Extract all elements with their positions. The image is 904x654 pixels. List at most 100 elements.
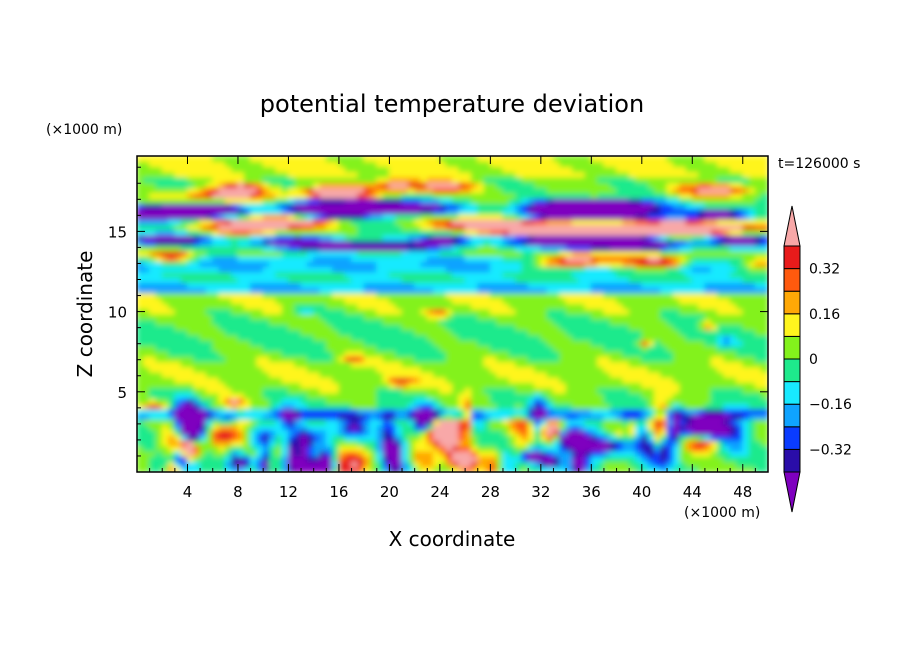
contour-cell (452, 466, 460, 472)
contour-cell (515, 445, 523, 452)
contour-cell (748, 350, 756, 357)
contour-cell (426, 381, 435, 389)
contour-cell (218, 223, 226, 231)
contour-cell (742, 455, 750, 462)
contour-cell (483, 313, 491, 320)
contour-cell (401, 360, 409, 368)
contour-cell (584, 329, 592, 336)
contour-cell (458, 239, 466, 247)
contour-cell (685, 434, 693, 441)
contour-cell (622, 350, 630, 357)
contour-cell (597, 223, 605, 231)
contour-cell (685, 245, 693, 252)
contour-cell (534, 245, 542, 252)
contour-cell (338, 392, 346, 399)
contour-cell (628, 345, 636, 352)
contour-cell (609, 287, 618, 294)
contour-cell (376, 271, 384, 278)
contour-cell (527, 381, 536, 389)
contour-cell (647, 445, 655, 452)
contour-cell (483, 392, 491, 399)
contour-cell (281, 424, 289, 431)
contour-cell (332, 424, 340, 431)
contour-cell (502, 429, 510, 436)
contour-cell (344, 387, 353, 394)
contour-cell (193, 413, 201, 420)
contour-cell (527, 260, 536, 268)
contour-cell (149, 297, 157, 304)
contour-cell (269, 408, 277, 415)
contour-cell (407, 250, 416, 257)
contour-cell (395, 334, 403, 341)
contour-cell (470, 297, 479, 304)
contour-cell (313, 371, 321, 378)
contour-cell (534, 287, 542, 294)
contour-cell (142, 387, 151, 394)
contour-cell (137, 413, 144, 420)
contour-cell (205, 318, 214, 326)
contour-cell (351, 260, 359, 268)
contour-cell (256, 229, 264, 236)
contour-cell (294, 450, 302, 457)
contour-cell (180, 371, 188, 378)
contour-cell (679, 413, 687, 420)
contour-cell (527, 403, 536, 410)
contour-cell (590, 387, 599, 394)
contour-cell (653, 223, 662, 231)
contour-cell (521, 308, 529, 315)
contour-cell (155, 381, 163, 389)
contour-cell (262, 324, 271, 331)
contour-cell (369, 366, 378, 373)
contour-cell (332, 429, 340, 436)
contour-cell (464, 297, 472, 304)
contour-cell (597, 292, 605, 299)
contour-cell (445, 229, 453, 236)
contour-cell (224, 292, 233, 299)
contour-cell (672, 345, 681, 352)
contour-cell (275, 466, 283, 472)
contour-cell (515, 218, 523, 225)
contour-cell (180, 424, 188, 431)
contour-cell (679, 371, 687, 378)
contour-cell (546, 460, 554, 468)
contour-cell (332, 318, 340, 326)
contour-cell (496, 466, 504, 472)
contour-cell (748, 223, 756, 231)
contour-cell (388, 281, 397, 289)
contour-cell (691, 376, 700, 383)
contour-cell (439, 302, 447, 310)
contour-cell (672, 297, 681, 304)
contour-cell (470, 218, 479, 225)
contour-cell (483, 292, 491, 299)
contour-cell (521, 418, 529, 426)
contour-cell (325, 281, 334, 289)
contour-cell (571, 376, 580, 383)
contour-cell (452, 250, 460, 257)
contour-cell (231, 271, 239, 278)
contour-cell (483, 466, 491, 472)
contour-cell (369, 376, 378, 383)
contour-cell (407, 302, 416, 310)
contour-cell (628, 308, 636, 315)
contour-cell (698, 376, 706, 383)
contour-cell (155, 260, 163, 268)
contour-cell (698, 260, 706, 268)
contour-cell (710, 313, 719, 320)
contour-cell (306, 424, 315, 431)
contour-cell (691, 255, 700, 262)
contour-cell (634, 208, 643, 215)
contour-cell (231, 366, 239, 373)
contour-cell (609, 308, 618, 315)
contour-cell (653, 313, 662, 320)
contour-cell (426, 334, 435, 341)
contour-cell (344, 266, 353, 273)
contour-cell (306, 250, 315, 257)
contour-cell (325, 234, 334, 241)
contour-cell (433, 339, 441, 347)
contour-cell (243, 271, 252, 278)
contour-cell (180, 255, 188, 262)
contour-cell (622, 266, 630, 273)
contour-cell (571, 313, 580, 320)
contour-cell (155, 250, 163, 257)
contour-cell (672, 250, 681, 257)
